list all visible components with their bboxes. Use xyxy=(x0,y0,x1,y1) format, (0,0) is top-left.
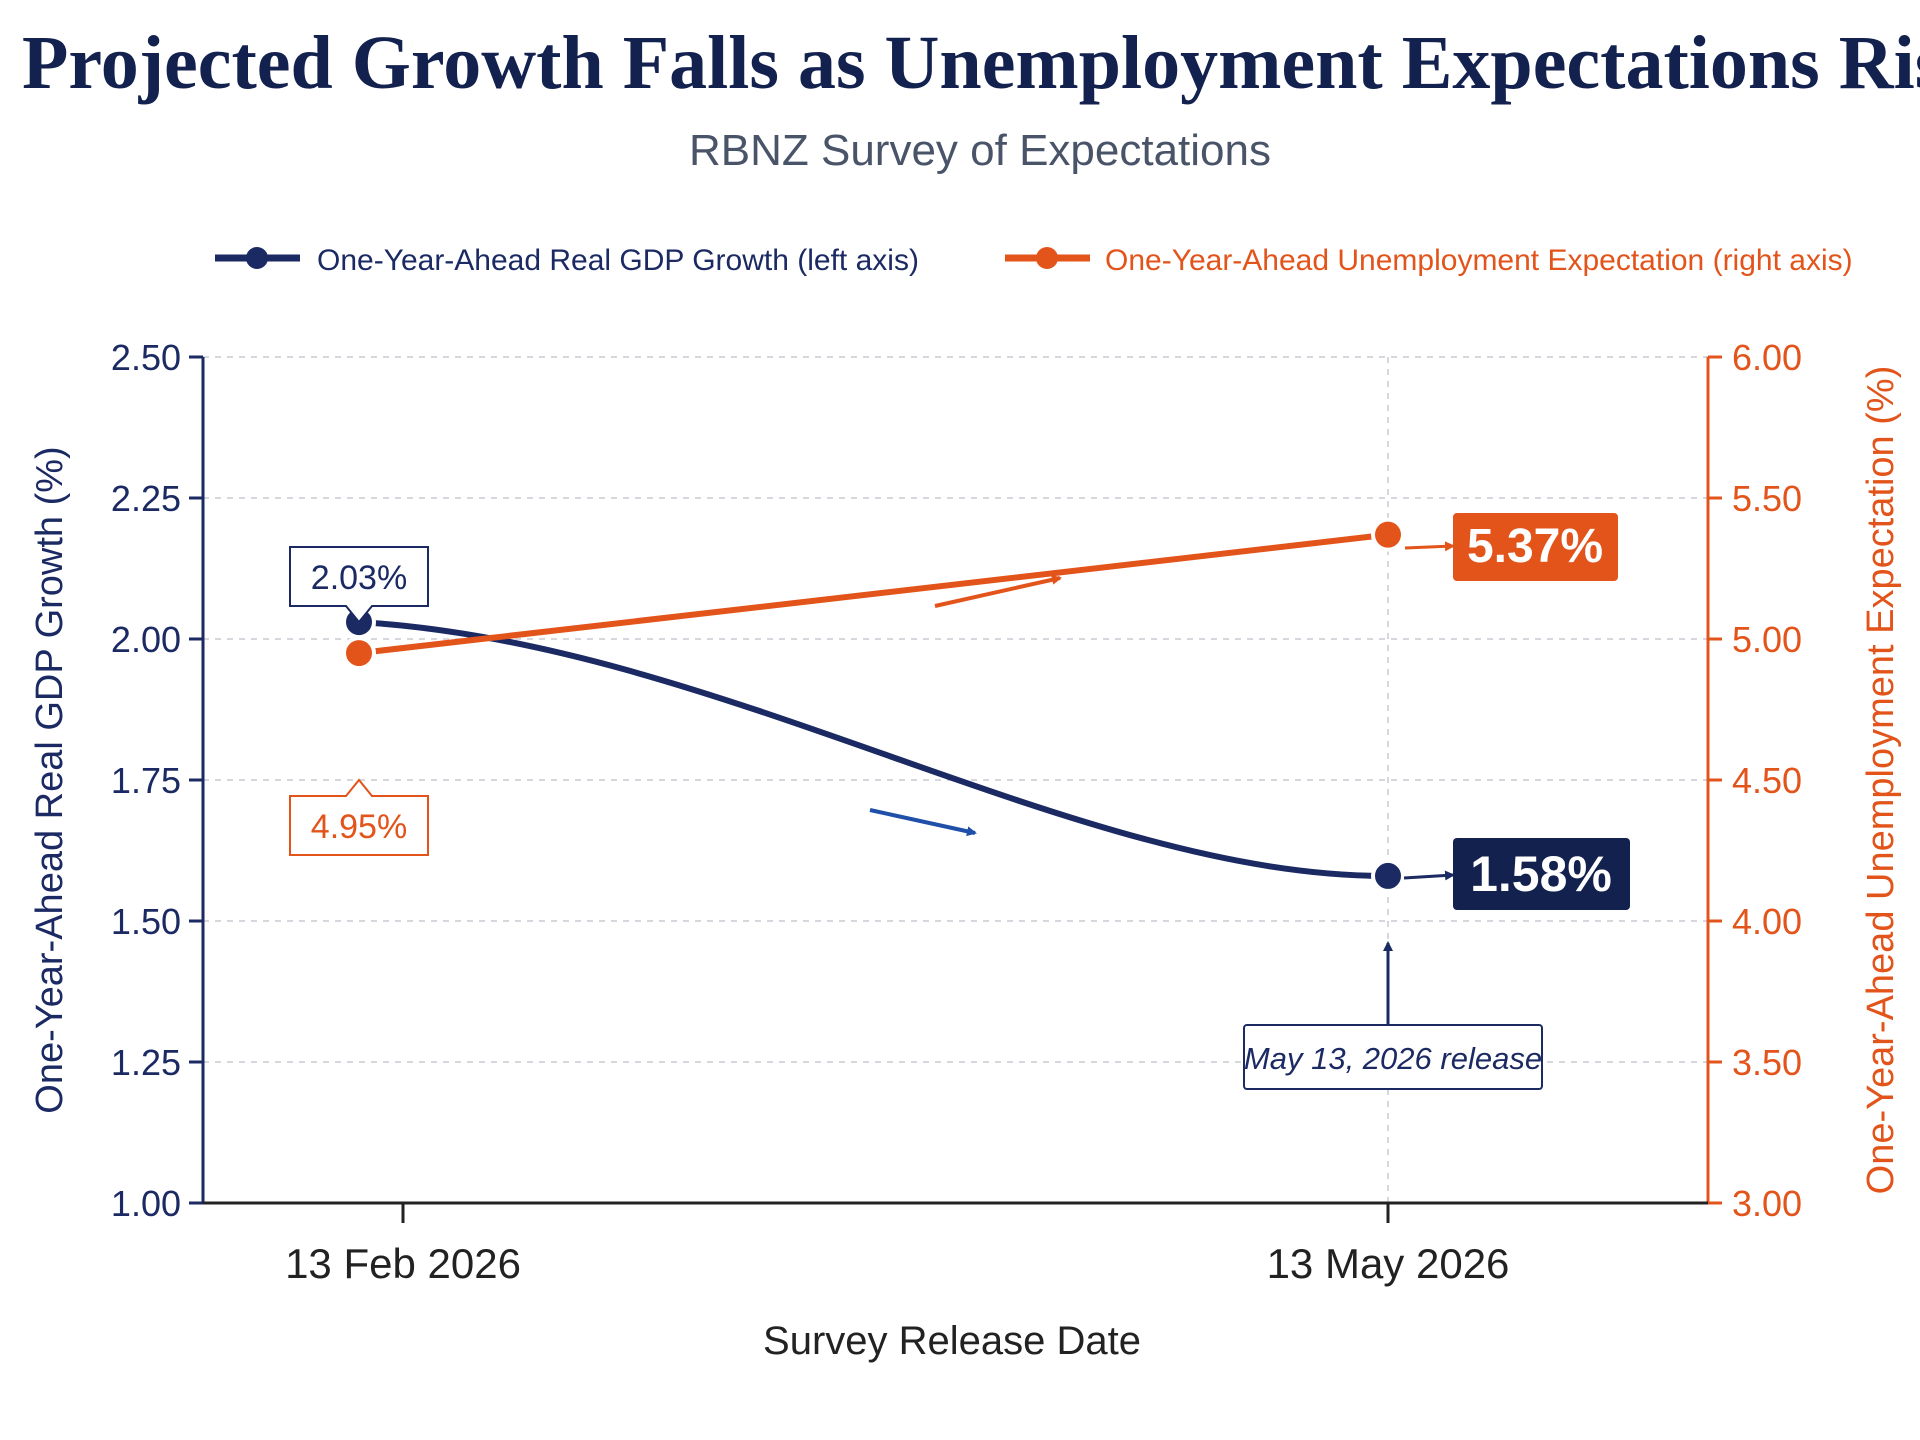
x-axis-label: Survey Release Date xyxy=(763,1319,1141,1363)
unemployment-trend-arrow-icon xyxy=(934,574,1062,608)
annotation-release-text: May 13, 2026 release xyxy=(1244,1041,1542,1076)
series xyxy=(342,517,1405,893)
legend-item-gdp: One-Year-Ahead Real GDP Growth (left axi… xyxy=(215,244,919,277)
callout-unemployment-end: 5.37% xyxy=(1404,513,1618,581)
data-point xyxy=(342,636,376,671)
data-point xyxy=(1371,858,1405,893)
right-tick-label: 6.00 xyxy=(1732,337,1802,378)
data-point xyxy=(1371,517,1405,552)
legend-marker-gdp xyxy=(246,247,268,269)
gdp-trend-arrow-icon xyxy=(869,808,977,837)
left-tick-label: 2.25 xyxy=(111,478,181,519)
right-axis-ticks: 3.00 3.50 4.00 4.50 5.00 5.50 6.00 xyxy=(1708,337,1802,1224)
grid-lines xyxy=(203,356,1708,1203)
legend-item-unemployment: One-Year-Ahead Unemployment Expectation … xyxy=(1005,244,1853,277)
legend: One-Year-Ahead Real GDP Growth (left axi… xyxy=(215,244,1853,277)
legend-marker-unemployment xyxy=(1036,247,1058,269)
chart-title: Projected Growth Falls as Unemployment E… xyxy=(22,21,1920,105)
label-unemployment-end: 5.37% xyxy=(1467,520,1603,573)
x-tick-label: 13 Feb 2026 xyxy=(285,1240,521,1287)
legend-label-gdp: One-Year-Ahead Real GDP Growth (left axi… xyxy=(317,244,919,277)
right-tick-label: 3.00 xyxy=(1732,1183,1802,1224)
right-tick-label: 3.50 xyxy=(1732,1042,1802,1083)
chart-subtitle: RBNZ Survey of Expectations xyxy=(689,126,1271,175)
label-gdp-start: 2.03% xyxy=(311,559,407,597)
left-axis-label: One-Year-Ahead Real GDP Growth (%) xyxy=(29,446,71,1113)
right-tick-label: 5.00 xyxy=(1732,619,1802,660)
right-tick-label: 4.00 xyxy=(1732,901,1802,942)
series-line xyxy=(356,619,1391,879)
x-tick-label: 13 May 2026 xyxy=(1267,1240,1510,1287)
left-tick-label: 2.50 xyxy=(111,337,181,378)
left-tick-label: 1.25 xyxy=(111,1042,181,1083)
right-tick-label: 4.50 xyxy=(1732,760,1802,801)
left-tick-label: 2.00 xyxy=(111,619,181,660)
callout-gdp-start: 2.03% xyxy=(289,546,429,624)
left-tick-label: 1.50 xyxy=(111,901,181,942)
callout-gdp-end: 1.58% xyxy=(1403,838,1630,910)
left-axis-ticks: 1.00 1.25 1.50 1.75 2.00 2.25 2.50 xyxy=(111,337,203,1224)
right-axis-label: One-Year-Ahead Unemployment Expectation … xyxy=(1860,366,1902,1195)
annotation-release: May 13, 2026 release xyxy=(1243,941,1543,1090)
label-unemployment-start: 4.95% xyxy=(311,808,407,846)
x-axis-ticks: 13 Feb 2026 13 May 2026 xyxy=(285,1203,1509,1287)
label-gdp-end: 1.58% xyxy=(1470,846,1612,902)
callout-unemployment-start: 4.95% xyxy=(289,778,429,856)
left-tick-label: 1.75 xyxy=(111,760,181,801)
legend-label-unemployment: One-Year-Ahead Unemployment Expectation … xyxy=(1105,244,1853,277)
left-tick-label: 1.00 xyxy=(111,1183,181,1224)
right-tick-label: 5.50 xyxy=(1732,478,1802,519)
series-line xyxy=(356,531,1391,657)
